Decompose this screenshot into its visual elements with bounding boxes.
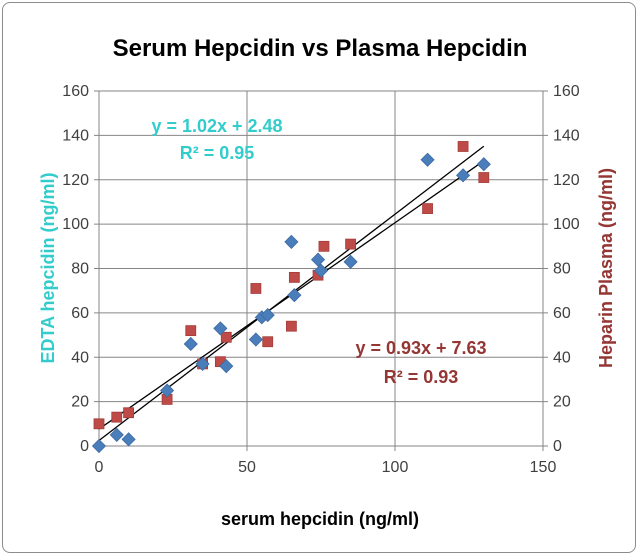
heparin-point [93, 418, 105, 430]
chart-title: Serum Hepcidin vs Plasma Hepcidin [113, 35, 528, 62]
edta-point [219, 359, 234, 374]
edta-point [343, 254, 358, 269]
edta-point [91, 438, 107, 454]
edta-point [287, 288, 302, 303]
x-axis-label: serum hepcidin (ng/ml) [221, 509, 419, 529]
edta-point [121, 432, 136, 447]
y-tick-label-left: 100 [62, 216, 89, 233]
y-tick-label-right: 80 [553, 261, 571, 278]
y-tick-label-right: 0 [553, 438, 562, 455]
y-tick-label-right: 120 [553, 172, 580, 189]
y-tick-label-right: 100 [553, 216, 580, 233]
edta-point [313, 263, 329, 278]
y-tick-label-left: 0 [80, 438, 89, 455]
edta-point [456, 168, 471, 183]
edta-point [420, 152, 435, 167]
heparin-point [262, 336, 274, 348]
plot-area-border [98, 90, 544, 447]
heparin-point [288, 271, 300, 283]
edta-point [160, 383, 175, 398]
x-tick-label: 150 [530, 459, 557, 476]
y-tick-label-right: 140 [553, 127, 580, 144]
edta-point [260, 308, 275, 323]
edta-point [195, 356, 210, 371]
y-tick-label-left: 60 [71, 305, 89, 322]
heparin-point [250, 283, 262, 294]
heparin-point [111, 411, 123, 423]
y-tick-label-left: 80 [71, 261, 89, 278]
heparin-point [285, 320, 297, 332]
y-tick-label-right: 40 [553, 349, 571, 366]
data-points [91, 141, 491, 454]
y-tick-label-left: 40 [71, 349, 89, 366]
y-tick-label-left: 160 [62, 83, 89, 100]
edta-point [109, 427, 124, 442]
y-axis-left-label: EDTA hepcidin (ng/ml) [38, 173, 58, 364]
y-tick-label-left: 140 [62, 127, 89, 144]
y-tick-label-right: 20 [553, 394, 571, 411]
edta-point [183, 336, 198, 352]
heparin-point [318, 240, 330, 252]
y-axis-right-label: Heparin Plasma (ng/ml) [596, 168, 616, 368]
edta-r2: R² = 0.95 [180, 143, 255, 163]
heparin-point [457, 141, 469, 152]
y-tick-label-right: 160 [553, 83, 580, 100]
heparin-point [478, 172, 490, 183]
y-tick-label-left: 120 [62, 172, 89, 189]
edta-point [284, 234, 299, 249]
heparin-point [345, 238, 357, 250]
heparin-equation: y = 0.93x + 7.63 [355, 338, 486, 358]
edta-point [248, 332, 263, 347]
heparin-point [422, 203, 433, 214]
heparin-r2: R² = 0.93 [384, 367, 459, 387]
x-tick-label: 100 [382, 459, 409, 476]
edta-equation: y = 1.02x + 2.48 [151, 116, 282, 136]
y-tick-label-right: 60 [553, 305, 571, 322]
edta-point [476, 157, 491, 172]
y-tick-label-left: 20 [71, 394, 89, 411]
heparin-point [185, 325, 197, 337]
heparin-point [220, 331, 232, 343]
x-tick-label: 50 [238, 459, 256, 476]
x-tick-label: 0 [95, 459, 104, 476]
edta-point [213, 321, 228, 336]
heparin-point [123, 407, 134, 419]
edta-point [310, 252, 326, 267]
